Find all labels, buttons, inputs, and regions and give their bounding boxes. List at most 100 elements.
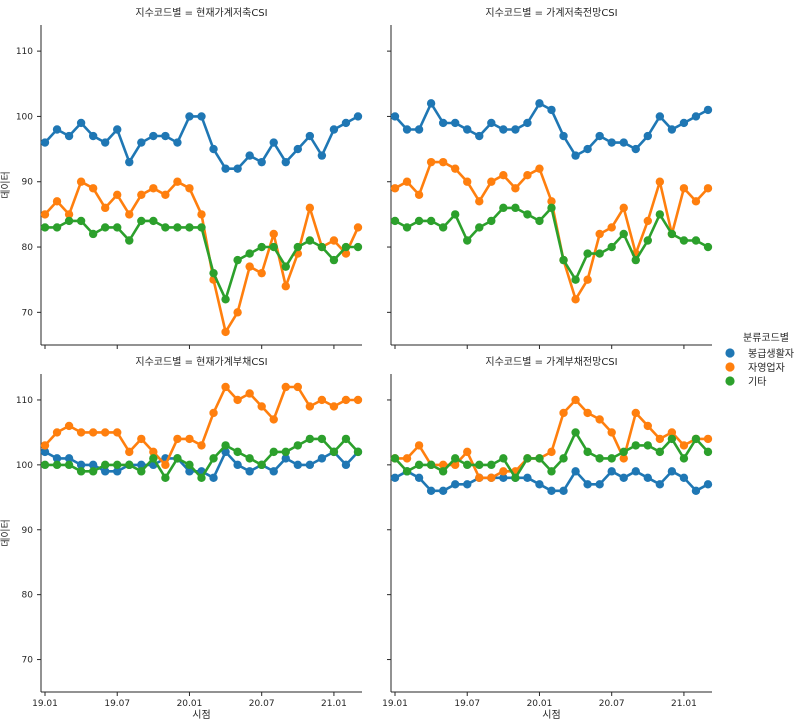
data-point (679, 118, 689, 128)
data-point (100, 138, 110, 147)
data-point (607, 242, 616, 252)
data-point (475, 197, 484, 206)
data-point (329, 255, 339, 265)
data-point (583, 408, 592, 418)
data-point (607, 223, 616, 232)
data-point (329, 236, 339, 245)
panel-title: 지수코드별 = 가계부채전망CSI (485, 356, 617, 368)
y-tick-label: 110 (16, 47, 33, 57)
data-point (655, 447, 665, 457)
data-point (209, 473, 218, 483)
data-point (161, 190, 170, 199)
data-point (353, 447, 363, 457)
data-point (137, 190, 146, 199)
data-point (125, 157, 134, 167)
data-point (209, 454, 218, 463)
data-point (137, 138, 146, 147)
data-point (571, 467, 580, 476)
data-point (450, 460, 460, 470)
data-point (137, 467, 146, 476)
data-point (475, 223, 484, 232)
data-point (245, 467, 254, 476)
data-point (305, 434, 315, 444)
data-point (583, 275, 592, 284)
data-point (499, 203, 508, 213)
data-point (113, 223, 122, 232)
data-point (499, 467, 508, 476)
data-point (414, 190, 424, 199)
data-point (341, 395, 351, 405)
data-point (125, 236, 134, 245)
data-point (499, 473, 508, 483)
data-point (595, 454, 604, 463)
data-point (317, 242, 327, 252)
data-point (293, 460, 303, 470)
data-point (619, 203, 628, 213)
data-point (233, 255, 242, 265)
data-point (402, 177, 412, 186)
data-point (149, 131, 158, 141)
data-point (655, 112, 665, 121)
chart-panel-0: 지수코드별 = 현재가계저축CSI 70 80 90 100 110 데이터 (0, 7, 363, 349)
legend-marker-0 (725, 348, 735, 358)
data-point (221, 327, 230, 337)
data-point (595, 249, 604, 258)
data-point (317, 454, 327, 463)
data-point (535, 454, 544, 463)
data-point (390, 473, 400, 483)
data-point (52, 197, 62, 206)
data-point (64, 460, 74, 470)
x-tick-label: 19.07 (104, 699, 130, 709)
data-point (137, 434, 146, 444)
data-point (257, 460, 266, 470)
data-point (595, 415, 604, 424)
data-point (631, 255, 640, 265)
data-point (293, 242, 303, 252)
data-point (523, 118, 532, 128)
data-point (450, 454, 460, 463)
data-point (341, 434, 351, 444)
data-point (40, 210, 50, 219)
data-point (559, 486, 568, 496)
data-point (511, 125, 520, 134)
data-point (679, 473, 689, 483)
data-point (643, 236, 653, 245)
data-point (88, 131, 98, 141)
data-point (463, 177, 472, 186)
y-tick-label: 70 (22, 656, 34, 666)
data-point (631, 467, 640, 476)
data-point (185, 223, 194, 232)
data-point (619, 138, 628, 147)
data-point (691, 197, 701, 206)
x-tick-label: 21.01 (671, 699, 697, 709)
data-point (353, 223, 363, 232)
data-point (173, 454, 182, 463)
legend-label-0: 봉급생활자 (748, 347, 794, 360)
data-point (100, 467, 110, 476)
data-point (64, 454, 74, 463)
data-point (269, 467, 278, 476)
data-point (113, 467, 122, 476)
data-point (52, 460, 62, 470)
data-point (487, 118, 496, 128)
data-point (221, 382, 230, 392)
data-point (523, 473, 532, 483)
data-point (197, 210, 206, 219)
data-point (450, 164, 460, 173)
data-point (113, 460, 122, 470)
data-point (463, 480, 472, 489)
data-point (149, 216, 158, 226)
data-point (402, 454, 412, 463)
data-point (523, 171, 532, 180)
data-point (426, 216, 436, 226)
data-point (88, 428, 98, 437)
data-point (414, 473, 424, 483)
data-point (353, 112, 363, 121)
data-point (245, 151, 254, 160)
data-point (257, 242, 266, 252)
data-point (305, 131, 315, 141)
data-point (197, 473, 206, 483)
data-point (691, 112, 701, 121)
data-point (40, 441, 50, 450)
